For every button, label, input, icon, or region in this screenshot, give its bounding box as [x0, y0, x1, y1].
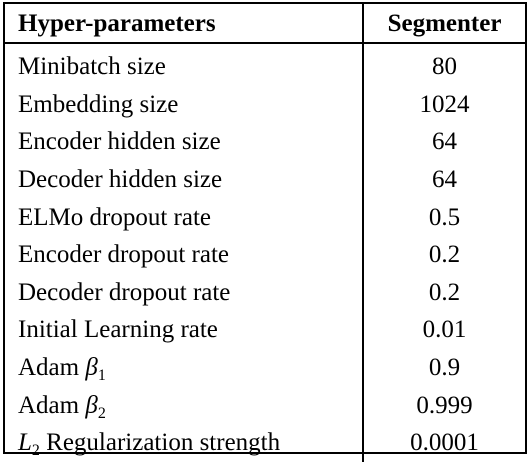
subscript: 2	[31, 442, 40, 460]
row-value: 0.01	[422, 316, 467, 344]
table-row: Embedding size 1024	[5, 85, 525, 124]
row-key: Decoder dropout rate	[5, 273, 364, 312]
table-header-row: Hyper-parameters Segmenter	[5, 4, 525, 44]
subscript: 2	[97, 404, 106, 422]
row-value: 80	[432, 53, 457, 81]
table-row: Adam β1 0.9	[5, 348, 525, 387]
table-row: Decoder hidden size 64	[5, 160, 525, 199]
l-symbol: L	[18, 429, 32, 457]
table-row: Initial Learning rate 0.01	[5, 311, 525, 349]
hyperparameter-table-frame: Hyper-parameters Segmenter Minibatch siz…	[3, 2, 527, 462]
row-key: Initial Learning rate	[5, 311, 364, 349]
row-key: Encoder hidden size	[5, 123, 364, 161]
row-value: 1024	[419, 90, 470, 118]
table-row: Encoder dropout rate 0.2	[5, 235, 525, 274]
row-value: 0.2	[428, 278, 461, 306]
row-key: Minibatch size	[5, 43, 364, 86]
row-value: 64	[432, 166, 457, 194]
table-row: ELMo dropout rate 0.5	[5, 198, 525, 236]
row-value: 64	[432, 128, 457, 156]
table-row: Adam β2 0.999	[5, 386, 525, 424]
beta-symbol: β	[85, 391, 98, 419]
header-hyper-parameters: Hyper-parameters	[5, 4, 364, 44]
row-value: 0.0001	[410, 429, 479, 457]
beta-symbol: β	[85, 354, 98, 382]
row-key-l2-regularization: L2 Regularization strength	[5, 423, 364, 462]
row-value: 0.9	[428, 354, 461, 382]
row-key: Embedding size	[5, 85, 364, 124]
row-value: 0.2	[428, 241, 461, 269]
row-key-adam-beta1: Adam β1	[5, 348, 364, 387]
row-key: Encoder dropout rate	[5, 235, 364, 274]
key-suffix: Regularization strength	[46, 429, 281, 457]
table-row: Decoder dropout rate 0.2	[5, 273, 525, 312]
row-value: 0.999	[416, 391, 473, 419]
hyperparameter-table: Hyper-parameters Segmenter Minibatch siz…	[5, 4, 525, 462]
table-row: Encoder hidden size 64	[5, 123, 525, 161]
header-segmenter: Segmenter	[363, 4, 525, 44]
subscript: 1	[97, 367, 106, 385]
row-key: Decoder hidden size	[5, 160, 364, 199]
key-prefix: Adam	[18, 391, 80, 419]
key-prefix: Adam	[18, 354, 80, 382]
row-value: 0.5	[428, 203, 461, 231]
row-key-adam-beta2: Adam β2	[5, 386, 364, 424]
table-row: L2 Regularization strength 0.0001	[5, 423, 525, 462]
row-key: ELMo dropout rate	[5, 198, 364, 236]
table-row: Minibatch size 80	[5, 43, 525, 86]
